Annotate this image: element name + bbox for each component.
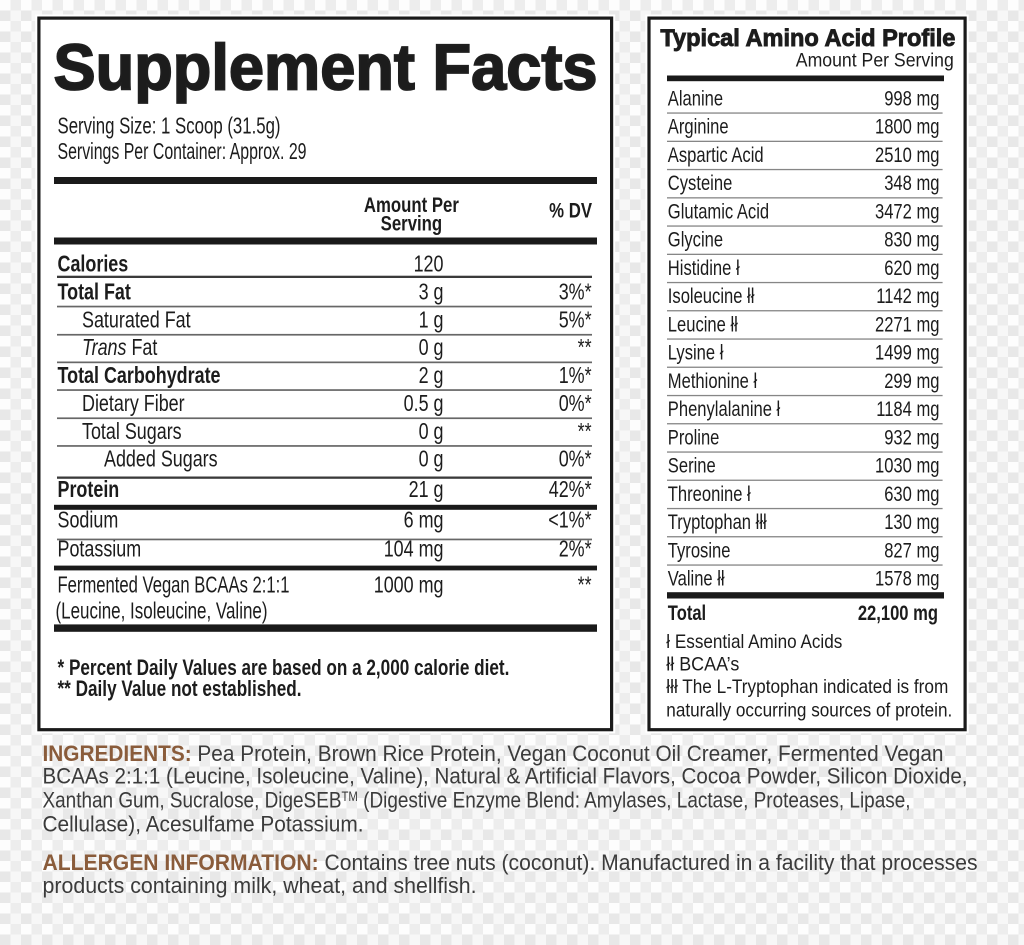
svg-text:Fermented Vegan BCAAs 2:1:1: Fermented Vegan BCAAs 2:1:1	[58, 572, 290, 598]
svg-text:620 mg: 620 mg	[884, 257, 939, 280]
svg-text:0.5 g: 0.5 g	[404, 391, 444, 417]
svg-text:Sodium: Sodium	[58, 508, 119, 534]
svg-text:Amount Per Serving: Amount Per Serving	[796, 50, 954, 72]
svg-text:Protein: Protein	[58, 477, 120, 503]
svg-text:Cellulase), Acesulfame Potassi: Cellulase), Acesulfame Potassium.	[43, 812, 364, 837]
svg-text:Serving: Serving	[381, 212, 442, 235]
svg-text:**: **	[578, 335, 592, 361]
svg-text:0%*: 0%*	[559, 391, 592, 417]
svg-text:22,100 mg: 22,100 mg	[858, 602, 938, 625]
svg-text:**: **	[578, 572, 592, 598]
svg-text:Servings Per Container: Approx: Servings Per Container: Approx. 29	[58, 138, 307, 164]
svg-text:1578 mg: 1578 mg	[875, 568, 940, 591]
svg-text:299 mg: 299 mg	[884, 370, 939, 393]
svg-text:* Percent Daily Values are bas: * Percent Daily Values are based on a 2,…	[58, 656, 510, 681]
svg-text:Glycine: Glycine	[668, 229, 723, 252]
svg-text:Glutamic Acid: Glutamic Acid	[668, 201, 769, 224]
svg-text:Serine: Serine	[668, 455, 716, 478]
svg-text:Amount Per: Amount Per	[364, 194, 459, 217]
svg-text:** Daily Value not established: ** Daily Value not established.	[58, 677, 302, 702]
svg-text:1000 mg: 1000 mg	[374, 572, 444, 598]
svg-text:Threonine ł: Threonine ł	[668, 483, 752, 506]
svg-text:0%*: 0%*	[559, 446, 592, 472]
svg-text:Proline: Proline	[668, 427, 720, 450]
svg-text:Phenylalanine ł: Phenylalanine ł	[668, 398, 781, 421]
svg-text:2 g: 2 g	[419, 363, 444, 389]
svg-text:1142 mg: 1142 mg	[876, 285, 939, 308]
svg-text:827 mg: 827 mg	[884, 540, 939, 563]
svg-text:Total Sugars: Total Sugars	[82, 419, 182, 445]
svg-text:2%*: 2%*	[559, 536, 592, 562]
svg-text:ł Essential Amino Acids: ł Essential Amino Acids	[666, 631, 842, 653]
svg-text:Isoleucine łł: Isoleucine łł	[668, 285, 755, 308]
svg-text:Xanthan Gum, Sucralose, DigeSE: Xanthan Gum, Sucralose, DigeSEBTM (Diges…	[43, 788, 911, 813]
svg-text:348 mg: 348 mg	[884, 172, 939, 195]
svg-text:1 g: 1 g	[419, 308, 444, 334]
svg-text:Aspartic Acid: Aspartic Acid	[668, 144, 764, 167]
svg-text:6 mg: 6 mg	[404, 508, 444, 534]
svg-text:1%*: 1%*	[559, 363, 592, 389]
svg-text:3 g: 3 g	[419, 279, 444, 305]
svg-text:Supplement Facts: Supplement Facts	[54, 32, 598, 104]
svg-text:Calories: Calories	[58, 252, 129, 278]
svg-text:1800 mg: 1800 mg	[875, 116, 940, 139]
svg-text:Tryptophan łłł: Tryptophan łłł	[668, 511, 768, 534]
svg-text:% DV: % DV	[549, 200, 592, 223]
svg-text:Methionine ł: Methionine ł	[668, 370, 758, 393]
svg-text:2271 mg: 2271 mg	[875, 314, 940, 337]
svg-text:932 mg: 932 mg	[884, 427, 939, 450]
svg-text:998 mg: 998 mg	[884, 88, 939, 111]
svg-text:Lysine ł: Lysine ł	[668, 342, 724, 365]
svg-text:Dietary Fiber: Dietary Fiber	[82, 391, 185, 417]
svg-text:Total: Total	[668, 602, 706, 625]
svg-text:łł BCAA’s: łł BCAA’s	[666, 654, 739, 676]
svg-text:1499 mg: 1499 mg	[875, 342, 940, 365]
svg-text:Tyrosine: Tyrosine	[668, 540, 731, 563]
svg-text:Arginine: Arginine	[668, 116, 729, 139]
svg-text:0 g: 0 g	[419, 446, 444, 472]
svg-text:3%*: 3%*	[559, 279, 592, 305]
svg-text:Valine łł: Valine łł	[668, 568, 726, 591]
svg-text:1030 mg: 1030 mg	[875, 455, 940, 478]
svg-text:5%*: 5%*	[559, 308, 592, 334]
svg-text:ALLERGEN INFORMATION: Contains: ALLERGEN INFORMATION: Contains tree nuts…	[43, 850, 978, 875]
svg-text:Total Fat: Total Fat	[58, 279, 131, 305]
svg-text:42%*: 42%*	[549, 477, 592, 503]
svg-text:1184 mg: 1184 mg	[876, 398, 939, 421]
svg-text:Added Sugars: Added Sugars	[104, 446, 218, 472]
svg-text:Total Carbohydrate: Total Carbohydrate	[58, 363, 221, 389]
svg-text:130 mg: 130 mg	[884, 511, 939, 534]
svg-text:(Leucine, Isoleucine, Valine): (Leucine, Isoleucine, Valine)	[56, 598, 268, 624]
svg-text:Serving Size: 1 Scoop (31.5g): Serving Size: 1 Scoop (31.5g)	[58, 113, 281, 139]
svg-text:21 g: 21 g	[409, 477, 444, 503]
svg-text:Typical Amino Acid Profile: Typical Amino Acid Profile	[660, 25, 955, 52]
svg-text:0 g: 0 g	[419, 335, 444, 361]
svg-text:120: 120	[414, 252, 444, 278]
svg-text:830 mg: 830 mg	[884, 229, 939, 252]
svg-text:Leucine łł: Leucine łł	[668, 314, 739, 337]
svg-text:Potassium: Potassium	[58, 536, 142, 562]
svg-text:3472 mg: 3472 mg	[875, 201, 940, 224]
svg-text:<1%*: <1%*	[548, 508, 591, 534]
svg-text:Cysteine: Cysteine	[668, 172, 732, 195]
svg-text:BCAAs 2:1:1 (Leucine, Isoleuci: BCAAs 2:1:1 (Leucine, Isoleucine, Valine…	[43, 764, 968, 789]
svg-text:Alanine: Alanine	[668, 88, 723, 111]
svg-text:products containing milk, whea: products containing milk, wheat, and she…	[43, 873, 477, 898]
svg-text:Saturated Fat: Saturated Fat	[82, 308, 191, 334]
svg-text:0 g: 0 g	[419, 419, 444, 445]
svg-text:**: **	[578, 419, 592, 445]
svg-text:630 mg: 630 mg	[884, 483, 939, 506]
svg-text:INGREDIENTS: Pea Protein, Brow: INGREDIENTS: Pea Protein, Brown Rice Pro…	[43, 741, 944, 766]
svg-text:łłł The L-Tryptophan indicated: łłł The L-Tryptophan indicated is from	[666, 676, 948, 698]
svg-text:2510 mg: 2510 mg	[875, 144, 940, 167]
svg-text:naturally occurring sources of: naturally occurring sources of protein.	[666, 699, 952, 721]
svg-text:Trans Fat: Trans Fat	[82, 335, 158, 361]
svg-text:104 mg: 104 mg	[384, 536, 444, 562]
svg-text:Histidine ł: Histidine ł	[668, 257, 741, 280]
